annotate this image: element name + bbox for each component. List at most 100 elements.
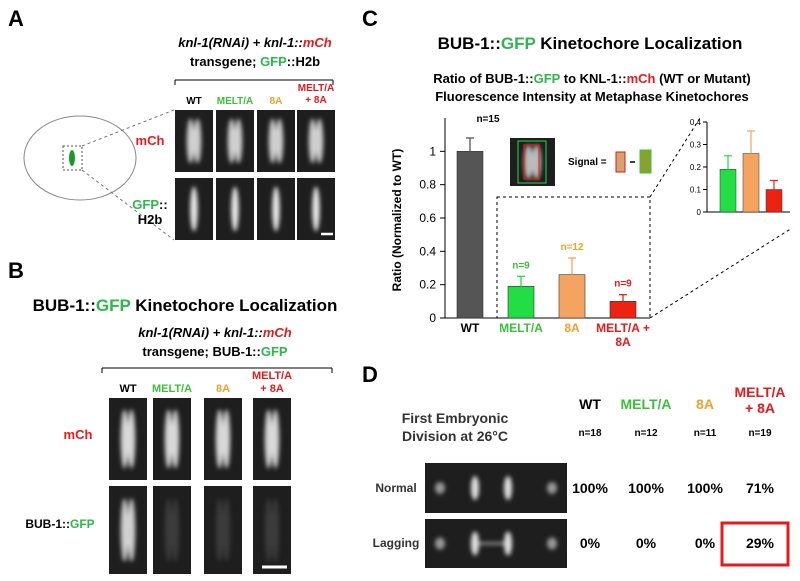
text-part: to KNL-1:: [560,71,627,86]
panel-label: C [362,6,378,31]
centrosome [547,482,557,494]
micrograph-signal [272,186,280,232]
chromosome-signal [186,118,195,164]
text-part: mCh [262,325,292,340]
text-part: H2b [137,211,163,227]
chromosome-signal [271,409,280,469]
roi-outer [517,140,547,184]
chromatin [471,476,479,500]
centrosome [435,482,445,494]
micrograph-signal [435,476,557,500]
chromosome-signal [231,186,239,232]
text-part: mCh [626,71,656,86]
signal-icon [615,151,626,173]
micrograph-signal [164,409,180,469]
text-part: GFP [260,54,287,69]
text-part: transgene; [189,54,261,69]
text-part: Ratio of BUB-1:: [433,71,534,86]
text-part: GFP [95,296,131,315]
micrograph-signal [120,498,136,562]
column-label: MELT/A + 8A [251,370,293,395]
chromatin [504,476,512,500]
chromosome-signal [227,118,236,164]
inset-y-tick-label: 0.2 [690,163,702,172]
inset-bar [765,189,783,213]
roi-inner [523,144,540,180]
inset-y-tick-label: 0 [697,208,702,217]
zoom-line [81,169,175,241]
panel-title: BUB-1::GFP Kinetochore Localization [15,296,355,316]
column-label: WT [119,383,137,395]
chromosome-signal [127,498,136,562]
y-tick-label: 0.4 [419,244,436,258]
row-label: mCh [63,427,93,442]
bar [558,274,586,319]
micrograph-signal [227,118,243,164]
spindle [69,150,75,166]
n-label: n=18 [578,428,602,439]
chromatin [471,531,479,556]
chromosome-signal [222,498,231,562]
chromosome-signal [222,409,231,469]
inset-bar [719,169,737,213]
bar [456,151,484,319]
column-header: MELT/A + 8A [734,384,786,417]
text-part: :: [159,197,168,212]
micrograph-signal [308,118,324,164]
chromosome-signal [532,144,542,180]
table-cell: 71% [745,480,775,496]
micrograph-signal [264,498,280,562]
n-label: n=9 [512,260,530,271]
row-label: GFP:: H2b [125,197,175,228]
panel-title: BUB-1::GFP Kinetochore Localization [420,34,760,54]
chromosome-signal [264,409,273,469]
micrograph-signal [120,409,136,469]
table-cell: 0% [694,535,716,551]
text-part: ::H2b [286,54,321,69]
text-part: GFP [132,197,160,212]
column-label: MELT/A [216,96,254,107]
column-label: 8A [269,96,283,107]
inset-y-tick-label: 0.4 [690,118,702,127]
panel-title: transgene; GFP::H2b [145,54,365,70]
n-label: n=19 [748,428,772,439]
chromosome-signal [193,118,202,164]
centrosome [547,537,557,550]
row-label: Lagging [372,536,420,550]
y-tick-label: 0 [429,311,436,325]
text-part: knl-1(RNAi) + knl-1:: [138,325,263,340]
chromosome-signal [190,186,198,232]
micrograph [425,463,567,513]
y-tick-label: 0.8 [419,178,436,192]
column-header: MELT/A [620,396,672,412]
micrograph-signal [186,118,202,164]
table-cell: 100% [687,480,723,496]
table-cell: 100% [628,480,664,496]
inset-y-tick-label: 0.3 [690,141,702,150]
micrograph-signal [268,118,284,164]
chromosome-signal [171,498,180,562]
chromosome-signal [271,498,280,562]
text-part: transgene; BUB-1:: [142,344,261,359]
embryo-outline [23,115,137,201]
micrograph-signal [435,531,557,556]
chromosome-signal [308,118,317,164]
y-tick-label: 1 [429,144,436,158]
text-part: GFP [260,344,288,359]
chromosome-signal [523,144,533,180]
column-label: 8A [215,383,231,395]
chromosome-signal [164,409,173,469]
row-label: BUB-1::GFP [15,517,105,532]
column-label: MELT/A + 8A [297,83,335,106]
chromosome-signal [164,498,173,562]
chromatin [504,531,512,556]
centrosome [435,537,445,550]
micrograph-signal [312,186,320,232]
chart-title: Ratio of BUB-1::GFP to KNL-1::mCh (WT or… [382,71,800,87]
micrograph-signal [190,186,198,232]
text-part: Kinetochore Localization [535,34,743,53]
n-label: n=11 [693,428,717,439]
row-label: mCh [135,133,165,148]
n-label: n=9 [614,279,632,290]
